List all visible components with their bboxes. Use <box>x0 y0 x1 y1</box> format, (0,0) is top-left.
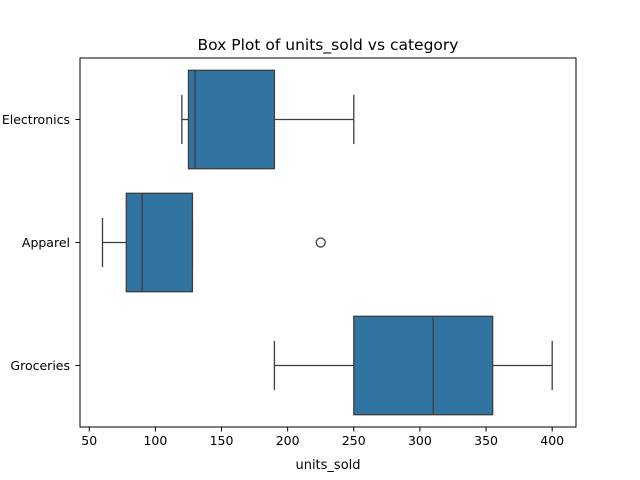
x-tick-label: 400 <box>540 433 564 448</box>
x-tick-label: 150 <box>210 433 234 448</box>
plot-area <box>101 69 553 416</box>
x-tick-label: 50 <box>81 433 97 448</box>
y-tick-label: Apparel <box>22 235 70 250</box>
box-iqr <box>187 69 276 170</box>
y-axis: Electronics Apparel Groceries <box>2 112 80 373</box>
x-tick-label: 100 <box>143 433 167 448</box>
x-tick-label: 200 <box>276 433 300 448</box>
x-axis: 50 100 150 200 250 300 350 400 <box>81 427 564 448</box>
x-tick-label: 350 <box>474 433 498 448</box>
y-tick-label: Groceries <box>10 358 70 373</box>
x-tick-label: 300 <box>408 433 432 448</box>
box-iqr <box>125 192 194 293</box>
box-group-electronics <box>181 69 355 170</box>
box-group-groceries <box>273 315 553 416</box>
y-tick-label: Electronics <box>2 112 70 127</box>
outlier-point <box>315 237 326 248</box>
box-group-apparel <box>101 192 326 293</box>
box-iqr <box>353 315 494 416</box>
chart-title: Box Plot of units_sold vs category <box>198 36 459 55</box>
x-tick-label: 250 <box>342 433 366 448</box>
x-axis-label: units_sold <box>295 458 360 473</box>
